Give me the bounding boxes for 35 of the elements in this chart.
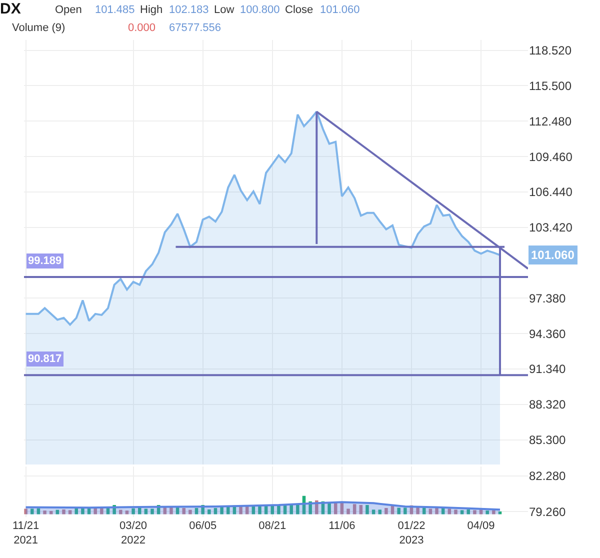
x-tick-label: 11/06 [328,520,356,532]
chart-title: DX [0,0,21,18]
y-tick-label: 106.440 [529,185,573,200]
ref-line-label: 99.189 [28,255,62,267]
y2-tick-label: 82.280 [529,469,566,484]
y-tick-label: 103.420 [529,220,573,235]
y-tick-label: 97.380 [529,291,566,306]
text: 101.485 [95,4,135,16]
x-tick-label: 04/09 [467,520,495,532]
text: Open [55,4,82,16]
text: 101.060 [320,4,360,16]
y-tick-label: 112.480 [529,114,572,128]
x-tick-label: 01/22 2023 [398,520,426,546]
y2-tick-label: 79.260 [529,504,566,519]
text: Volume (9) [12,22,66,34]
y-tick-label: 94.360 [529,326,566,341]
text: 101.060 [531,248,575,262]
text: Low [214,4,234,16]
ref-line-label: 90.817 [28,353,62,365]
text: 102.183 [169,4,209,16]
y-tick-label: 118.520 [529,44,572,58]
x-tick-label: 06/05 [189,520,217,532]
text: 0.000 [128,22,156,34]
text: High [140,4,163,16]
y-tick-label: 85.300 [529,433,566,448]
text: Close [285,4,314,16]
x-tick-label: 08/21 [258,520,286,532]
y-tick-label: 91.340 [529,362,566,376]
x-tick-label: 03/20 2022 [120,520,148,546]
x-tick-label: 11/21 2021 [12,520,40,546]
text: 100.800 [240,4,280,16]
y-tick-label: 115.500 [529,78,572,93]
y-tick-label: 88.320 [529,398,566,412]
text: 67577.556 [169,22,221,34]
y-tick-label: 109.460 [529,150,573,164]
